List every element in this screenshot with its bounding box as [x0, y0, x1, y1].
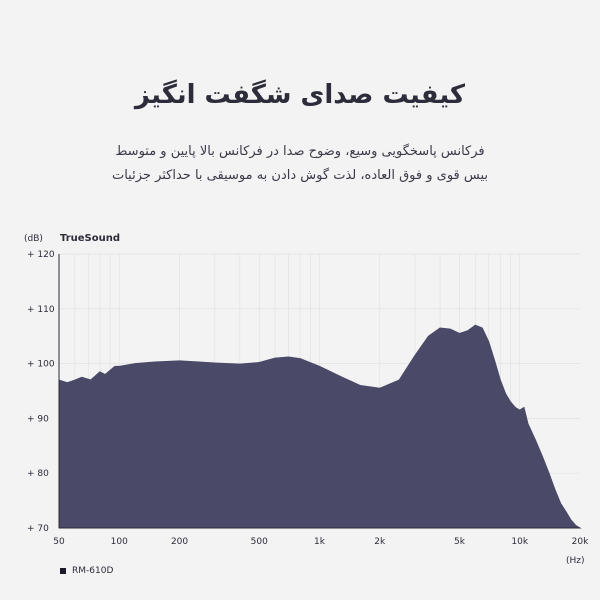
x-tick-labels: 50 100 200 500 1k 2k 5k 10k 20k	[53, 537, 589, 547]
y-tick-label: + 110	[27, 305, 55, 315]
x-axis-unit-label: (Hz)	[566, 556, 585, 566]
x-tick-label: 2k	[374, 537, 386, 547]
x-tick-label: 1k	[314, 537, 326, 547]
x-tick-label: 20k	[572, 537, 589, 547]
brand-label: TrueSound	[60, 233, 120, 244]
y-tick-label: + 90	[27, 414, 49, 424]
y-tick-label: + 70	[27, 524, 49, 534]
x-tick-label: 200	[171, 537, 188, 547]
x-tick-label: 100	[111, 537, 128, 547]
x-tick-label: 500	[251, 537, 268, 547]
y-tick-label: + 120	[27, 250, 55, 260]
subtitle-line-1: فرکانس پاسخگویی وسیع، وضوح صدا در فرکانس…	[115, 144, 485, 159]
y-axis-unit-label: (dB)	[24, 234, 43, 244]
x-tick-label: 10k	[511, 537, 528, 547]
series-area-rm-610d	[58, 324, 582, 529]
legend-swatch	[60, 568, 66, 574]
x-tick-label: 5k	[454, 537, 466, 547]
legend-label: RM-610D	[72, 566, 114, 576]
page-subtitle: فرکانس پاسخگویی وسیع، وضوح صدا در فرکانس…	[80, 140, 520, 188]
x-tick-label: 50	[53, 537, 65, 547]
page-title: کیفیت صدای شگفت انگیز	[134, 80, 466, 110]
y-tick-label: + 80	[27, 469, 49, 479]
y-tick-label: + 100	[27, 360, 55, 370]
subtitle-line-2: بیس قوی و فوق العاده، لذت گوش دادن به مو…	[111, 168, 489, 183]
legend: RM-610D	[60, 566, 113, 576]
y-tick-labels: + 120 + 110 + 100 + 90 + 80 + 70	[27, 250, 55, 534]
